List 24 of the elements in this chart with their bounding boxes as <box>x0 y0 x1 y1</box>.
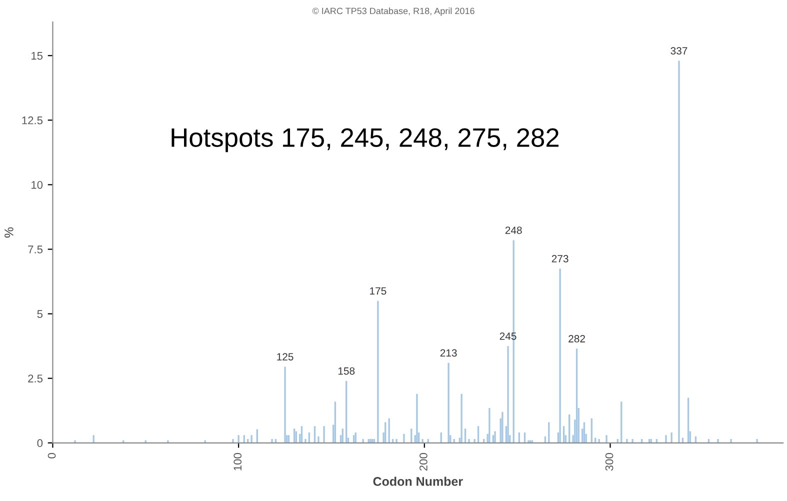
annotation: 158 <box>338 367 355 375</box>
y-tick-label: 0 <box>37 439 43 448</box>
y-tick-label: 7.5 <box>28 246 43 254</box>
y-tick-label: 10 <box>31 180 43 189</box>
text: © IARC TP53 Database, R18, April 2016 <box>312 8 474 16</box>
x-tick-label: 0 <box>48 453 56 458</box>
x-tick-label: 300 <box>605 453 614 471</box>
annotation: 245 <box>500 332 516 340</box>
annotation: 337 <box>670 47 688 55</box>
annotation: Hotspots 175, 245, 248, 275, 282 <box>172 128 559 152</box>
annotation: 282 <box>568 335 585 342</box>
x-tick-label: 200 <box>420 453 428 471</box>
y-axis-title: % <box>4 227 14 238</box>
x-axis-title: Codon Number <box>373 476 463 486</box>
x-tick-label: 100 <box>234 453 242 470</box>
y-tick-label: 2.5 <box>28 374 43 382</box>
y-tick-label: 15 <box>31 52 43 60</box>
annotation: 175 <box>370 287 386 295</box>
y-tick-label: 5 <box>37 310 43 318</box>
annotation: 213 <box>440 349 457 357</box>
y-tick-label: 12.5 <box>22 116 43 124</box>
annotation: 273 <box>552 255 568 262</box>
annotation: 248 <box>505 226 522 234</box>
annotation: 125 <box>277 353 294 360</box>
